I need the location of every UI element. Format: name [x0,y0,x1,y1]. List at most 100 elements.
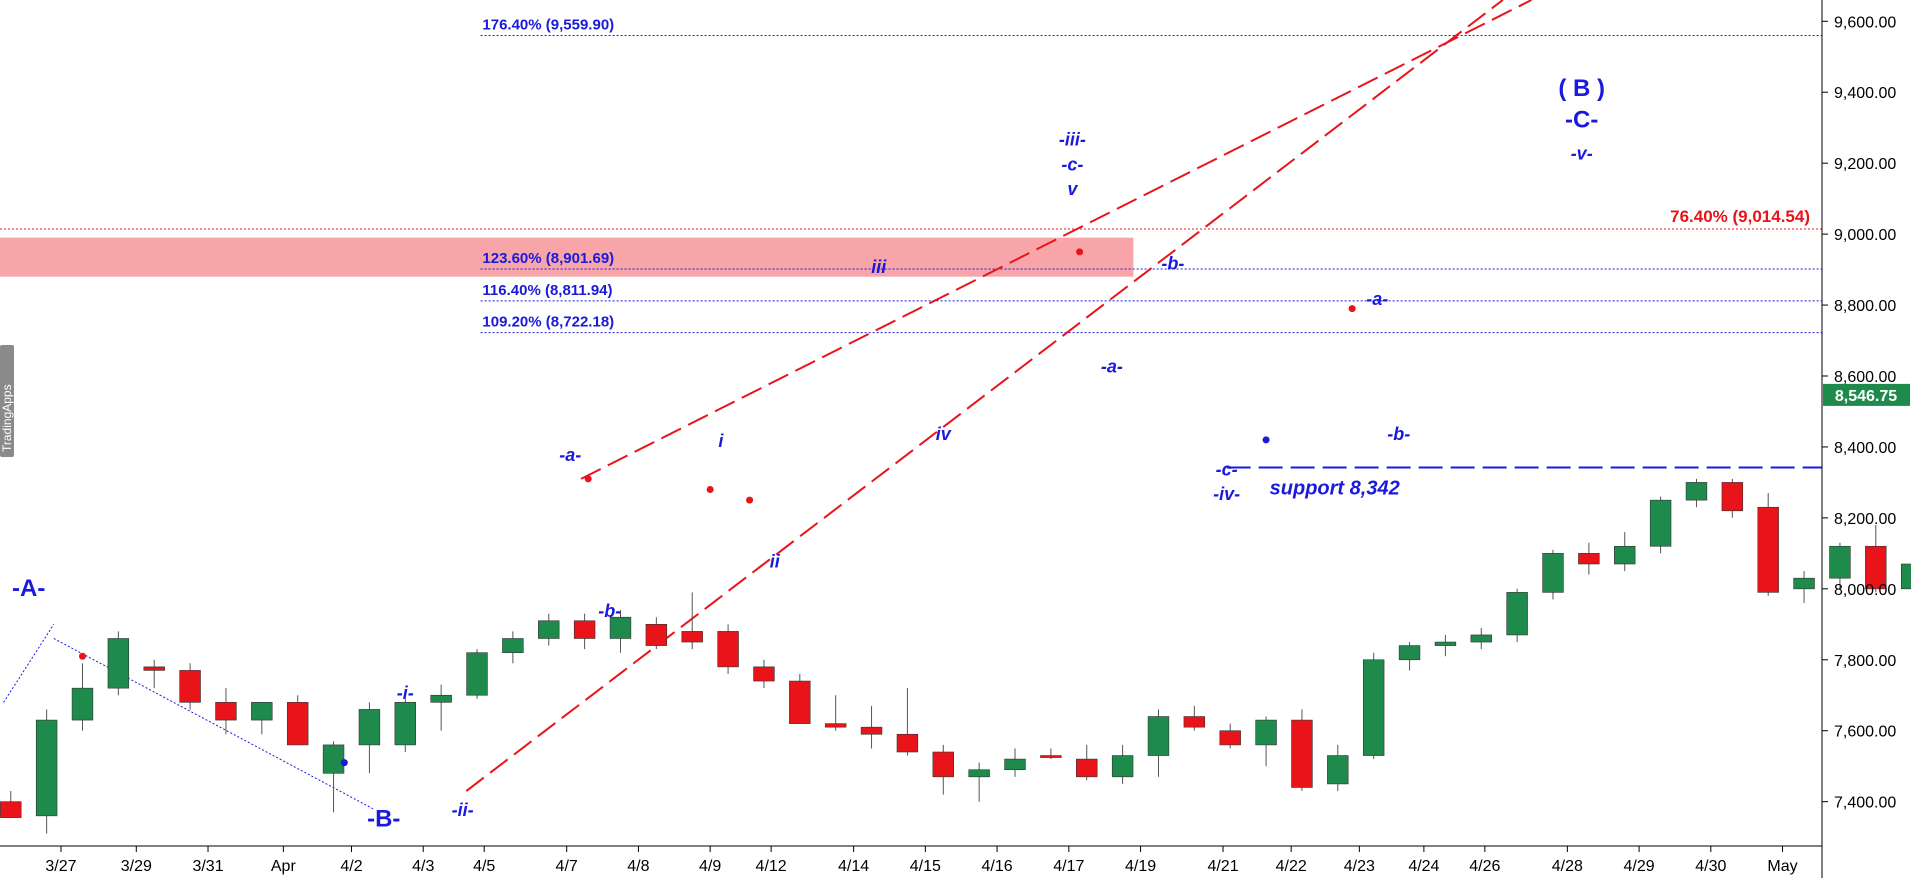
candle [681,592,703,650]
candle-body [1327,755,1349,785]
candle [573,613,596,650]
candle [430,684,452,731]
wave-label: -b- [1161,254,1184,274]
candle [1506,588,1528,643]
price-tick-label: 8,000.00 [1834,582,1896,599]
candle [1578,542,1600,575]
candle [466,649,488,699]
date-tick-label: 4/19 [1125,858,1156,875]
candle-body [753,666,775,682]
candle-body [1542,553,1564,593]
candle-body [681,631,703,643]
wave-label: -A- [12,575,45,602]
date-tick-label: 4/17 [1053,858,1084,875]
candle-body [1685,482,1708,501]
wave-label: -iv- [1213,484,1240,504]
candle-body [1649,499,1672,547]
date-tick-label: Apr [271,858,297,875]
candle-body [1865,545,1887,590]
date-tick-label: 4/3 [412,858,434,875]
candle-body [1793,577,1815,590]
candle [1434,634,1457,657]
date-tick-label: 4/26 [1469,858,1500,875]
fib-level-label: 109.20% (8,722.18) [482,314,614,331]
wave-connector-line [3,624,55,703]
candle [789,673,811,724]
candle [1327,744,1349,792]
wave-label: -c- [1216,459,1238,479]
candle [286,695,309,746]
candle [143,659,165,689]
candle-body [1578,553,1600,565]
candle [1183,705,1206,731]
candle [1721,478,1744,518]
candle-body [322,744,345,774]
wave-label: -b- [1387,424,1410,444]
candle-body [35,719,58,817]
watermark: TradingApps [0,345,14,457]
fib-level-label: 123.60% (8,901.69) [482,250,614,267]
candle-body [1829,545,1851,579]
candle-body [1614,545,1636,565]
date-tick-label: 4/28 [1552,858,1583,875]
candle [71,663,94,731]
pivot-dot [746,496,754,504]
candle [1362,652,1385,760]
candle [1255,716,1277,767]
date-tick-label: 4/14 [838,858,869,875]
candle-body [1398,645,1421,661]
candle [1291,709,1313,792]
candle [538,613,560,646]
date-tick-label: 4/12 [756,858,787,875]
candle-body [430,694,452,703]
candle-body [1111,755,1134,778]
candle-body [1721,482,1744,512]
price-tick-label: 8,400.00 [1834,440,1896,457]
date-tick-label: 4/9 [699,858,721,875]
candle [896,688,919,756]
candle-body [824,723,847,728]
wave-label: iv [936,424,952,444]
candle-body [1255,719,1277,746]
candle-body [1900,563,1911,590]
candle [860,705,883,749]
date-tick-label: 4/24 [1408,858,1439,875]
candle-body [358,709,381,746]
candle-body [502,638,524,653]
candle-body [860,726,883,735]
candle [1685,478,1708,508]
candle-body [1362,659,1385,756]
candle-body [1291,719,1313,788]
candle [1470,627,1492,650]
date-tick-label: 4/16 [982,858,1013,875]
candle [1398,642,1421,671]
candle-body [179,670,201,703]
candle [215,688,237,735]
date-tick-label: May [1767,858,1797,875]
candle-body [143,666,165,671]
wave-label: v [1067,179,1078,199]
candle-body [251,702,273,721]
wave-label: -ii- [452,800,474,820]
price-tick-label: 9,000.00 [1834,227,1896,244]
candle [179,663,201,710]
candle-body [789,680,811,724]
wave-connector-line [53,638,374,810]
date-tick-label: 3/29 [121,858,152,875]
candle [1040,748,1062,760]
date-tick-label: 4/5 [473,858,495,875]
candle [394,698,416,752]
candle [358,702,381,774]
candle-body [538,620,560,639]
price-tick-label: 9,600.00 [1834,14,1896,31]
price-tick-label: 7,800.00 [1834,653,1896,670]
candle [107,631,130,696]
wave-label: ii [770,552,781,572]
candle-body [1506,592,1528,636]
candle [1219,723,1241,749]
wave-label: -a- [559,445,581,465]
fib-level-label: 176.40% (9,559.90) [482,17,614,34]
date-tick-label: 4/23 [1344,858,1375,875]
candle [251,702,273,735]
